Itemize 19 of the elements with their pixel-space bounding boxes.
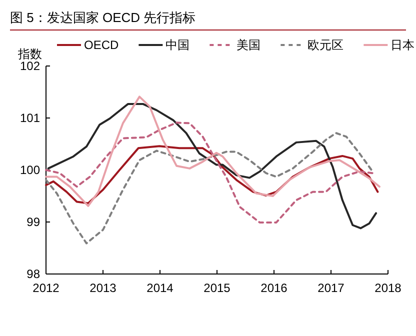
y-tick-label: 100	[20, 163, 40, 177]
legend-label: 欧元区	[308, 38, 344, 52]
chart-title: 图 5：发达国家 OECD 先行指标	[10, 10, 196, 25]
y-tick-label: 99	[26, 215, 40, 229]
x-tick-label: 2013	[90, 281, 117, 295]
y-axis-title: 指数	[17, 47, 42, 61]
x-tick-label: 2014	[146, 281, 174, 295]
legend-label: OECD	[84, 38, 120, 52]
x-tick-label: 2018	[374, 281, 402, 295]
legend-label: 中国	[166, 38, 190, 52]
y-tick-label: 102	[20, 59, 40, 73]
y-tick-label: 98	[26, 267, 40, 281]
x-tick-label: 2017	[318, 281, 345, 295]
x-tick-label: 2015	[204, 281, 231, 295]
x-tick-label: 2016	[260, 281, 288, 295]
legend-label: 日本	[390, 38, 415, 52]
legend-label: 美国	[236, 38, 261, 52]
y-tick-label: 101	[20, 111, 40, 125]
x-tick-label: 2012	[32, 281, 60, 295]
